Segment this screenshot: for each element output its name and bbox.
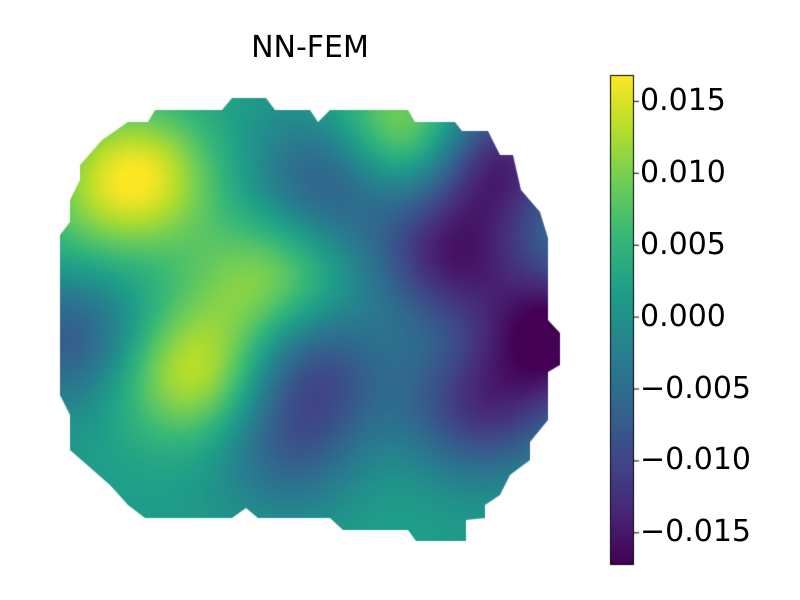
chart-title: NN-FEM bbox=[251, 30, 369, 65]
colorbar-tick-label: −0.015 bbox=[640, 514, 752, 550]
colorbar-tick-label: 0.010 bbox=[640, 154, 726, 190]
colorbar-tick-label: −0.005 bbox=[640, 370, 752, 406]
colorbar-tick-label: 0.000 bbox=[640, 298, 726, 334]
colorbar-tick-label: −0.010 bbox=[640, 442, 752, 478]
colorbar-tick-label: 0.005 bbox=[640, 226, 726, 262]
colorbar-tick-label: 0.015 bbox=[640, 82, 726, 118]
